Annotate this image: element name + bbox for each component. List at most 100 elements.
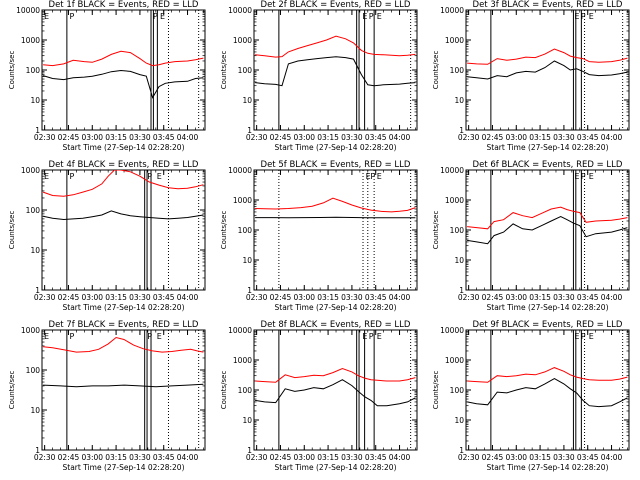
x-tick-label: 02:30 xyxy=(34,453,56,462)
y-tick-label: 100 xyxy=(26,366,41,375)
event-marker-label: E xyxy=(362,12,367,21)
event-marker-label: P xyxy=(370,172,375,181)
event-marker-label: E xyxy=(574,332,579,341)
y-tick-label: 100 xyxy=(26,66,41,75)
x-axis-label: Start Time (27-Sep-14 02:28:20) xyxy=(487,303,609,312)
x-tick-label: 03:15 xyxy=(317,453,339,462)
x-axis-label: Start Time (27-Sep-14 02:28:20) xyxy=(63,463,185,472)
x-tick-label: 04:00 xyxy=(177,133,199,142)
y-axis-label: Counts/sec xyxy=(8,51,16,90)
x-tick-label: 03:45 xyxy=(153,133,175,142)
events-series-line xyxy=(467,216,628,245)
y-tick-label: 1 xyxy=(35,126,40,135)
x-tick-label: 02:45 xyxy=(270,133,292,142)
x-axis-label: Start Time (27-Sep-14 02:28:20) xyxy=(275,303,397,312)
x-tick-label: 03:00 xyxy=(505,453,527,462)
y-axis-label: Counts/sec xyxy=(432,371,440,410)
y-tick-label: 10 xyxy=(454,416,464,425)
plot-frame xyxy=(41,329,206,451)
y-tick-label: 1 xyxy=(459,286,464,295)
event-marker-label: E xyxy=(44,332,49,341)
lld-series-line xyxy=(467,367,628,383)
x-tick-label: 02:30 xyxy=(246,293,268,302)
events-series-line xyxy=(42,210,204,221)
panel-title: Det 4f BLACK = Events, RED = LLD xyxy=(49,160,199,170)
x-tick-label: 03:00 xyxy=(81,293,103,302)
x-tick-label: 02:45 xyxy=(482,453,504,462)
x-tick-label: 02:45 xyxy=(58,133,80,142)
panel-det-7: Det 7f BLACK = Events, RED = LLD 1 10 100 10… xyxy=(8,320,206,472)
x-tick-label: 02:30 xyxy=(458,453,480,462)
x-axis-label: Start Time (27-Sep-14 02:28:20) xyxy=(487,143,609,152)
x-tick-label: 02:30 xyxy=(458,133,480,142)
event-marker-label: E xyxy=(44,12,49,21)
y-tick-label: 1000 xyxy=(21,326,40,335)
x-tick-label: 04:00 xyxy=(389,293,411,302)
y-tick-label: 10000 xyxy=(228,326,252,335)
lld-series-line xyxy=(255,35,416,58)
events-series-line xyxy=(255,379,416,407)
x-tick-label: 02:45 xyxy=(270,453,292,462)
event-marker-label: E xyxy=(44,172,49,181)
x-tick-label: 03:15 xyxy=(105,293,127,302)
events-series-line xyxy=(467,60,628,80)
lld-series-line xyxy=(255,367,416,383)
x-tick-label: 04:00 xyxy=(177,293,199,302)
y-axis-label: Counts/sec xyxy=(8,371,16,410)
lld-series-line xyxy=(43,336,204,353)
y-tick-label: 100 xyxy=(238,226,253,235)
x-tick-label: 03:15 xyxy=(529,293,551,302)
events-series-line xyxy=(255,216,416,219)
event-marker-label: P xyxy=(369,332,374,341)
x-tick-label: 03:00 xyxy=(81,133,103,142)
y-axis-label: Counts/sec xyxy=(8,211,16,250)
x-tick-label: 03:30 xyxy=(129,453,151,462)
x-tick-label: 03:45 xyxy=(577,293,599,302)
events-series-line xyxy=(42,69,204,99)
y-tick-label: 1000 xyxy=(445,356,464,365)
events-series-line xyxy=(255,56,416,87)
event-marker-label: E xyxy=(377,12,382,21)
x-tick-label: 02:45 xyxy=(482,293,504,302)
y-tick-label: 10000 xyxy=(440,166,464,175)
event-marker-label: E xyxy=(160,12,165,21)
event-marker-label: P xyxy=(69,12,74,21)
panel-title: Det 7f BLACK = Events, RED = LLD xyxy=(49,320,199,330)
events-series-line xyxy=(467,378,628,408)
y-tick-label: 1000 xyxy=(445,36,464,45)
events-series-line xyxy=(43,383,204,388)
y-tick-label: 10 xyxy=(242,96,252,105)
y-tick-label: 100 xyxy=(450,66,465,75)
y-tick-label: 1 xyxy=(459,446,464,455)
x-tick-label: 02:30 xyxy=(458,293,480,302)
x-tick-label: 02:30 xyxy=(34,293,56,302)
y-axis-label: Counts/sec xyxy=(220,211,228,250)
event-marker-label: E xyxy=(157,332,162,341)
y-tick-label: 10000 xyxy=(228,166,252,175)
y-tick-label: 100 xyxy=(26,206,41,215)
y-axis-label: Counts/sec xyxy=(220,371,228,410)
panel-det-3: Det 3f BLACK = Events, RED = LLD 1 10 100 10… xyxy=(432,0,630,152)
y-tick-label: 1000 xyxy=(233,36,252,45)
y-axis-label: Counts/sec xyxy=(432,51,440,90)
event-marker-label: E xyxy=(589,172,594,181)
x-tick-label: 03:45 xyxy=(153,453,175,462)
y-tick-label: 1000 xyxy=(21,36,40,45)
panel-det-5: Det 5f BLACK = Events, RED = LLD 1 10 100 10… xyxy=(220,160,418,312)
x-tick-label: 03:30 xyxy=(553,453,575,462)
event-marker-label: P xyxy=(369,12,374,21)
x-tick-label: 03:15 xyxy=(105,453,127,462)
event-marker-label: P xyxy=(581,332,586,341)
x-tick-label: 03:15 xyxy=(529,453,551,462)
x-tick-label: 03:15 xyxy=(105,133,127,142)
lld-series-line xyxy=(43,50,204,67)
y-tick-label: 100 xyxy=(450,226,465,235)
panel-det-6: Det 6f BLACK = Events, RED = LLD 1 10 100 10… xyxy=(432,160,630,312)
event-marker-label: P xyxy=(147,332,152,341)
x-axis-label: Start Time (27-Sep-14 02:28:20) xyxy=(275,463,397,472)
y-tick-label: 10 xyxy=(242,256,252,265)
x-tick-label: 02:45 xyxy=(270,293,292,302)
y-tick-label: 100 xyxy=(238,66,253,75)
x-tick-label: 04:00 xyxy=(601,293,623,302)
